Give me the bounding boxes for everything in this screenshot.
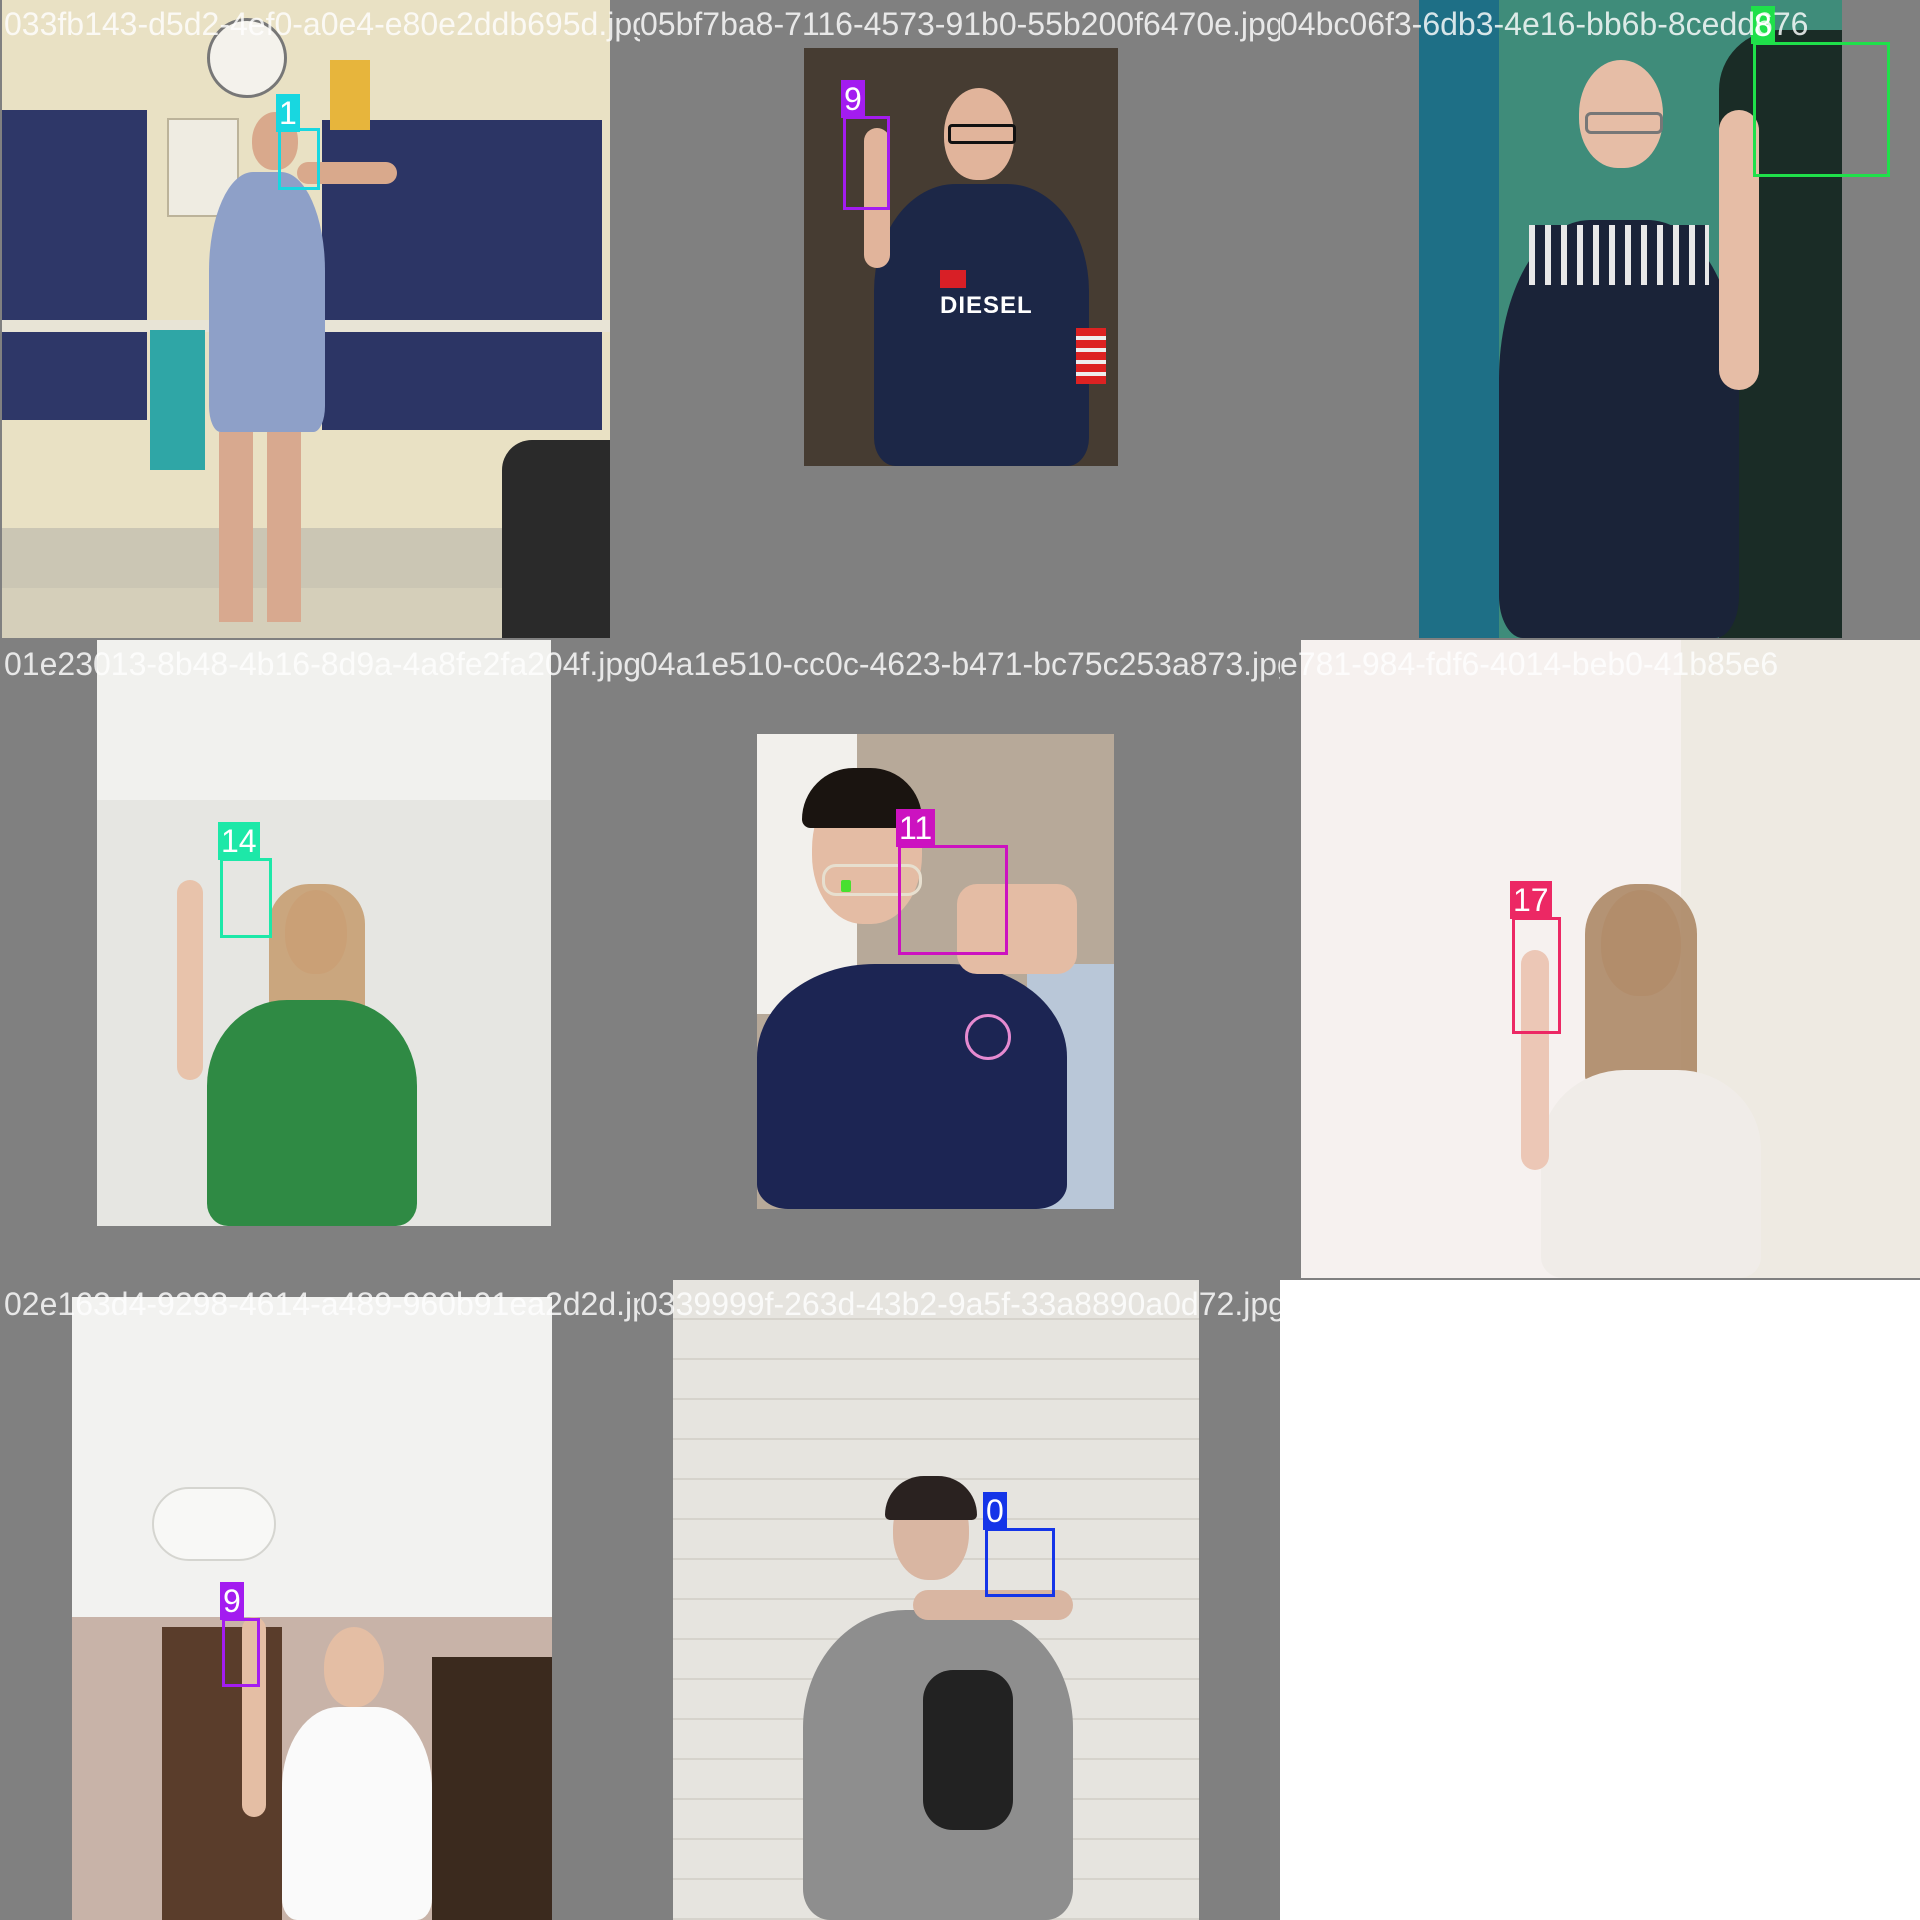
- person-6: [1521, 884, 1781, 1278]
- photo-7: [72, 1297, 552, 1920]
- diesel-logo: DIESEL: [940, 264, 1050, 319]
- person-5: [757, 768, 1114, 1209]
- photo-3: [1419, 0, 1842, 638]
- bbox-5: [898, 845, 1008, 955]
- shirt-stripes: [1529, 225, 1709, 285]
- chair: [502, 440, 610, 638]
- wall-shade: [97, 640, 551, 800]
- wall-clock: [207, 18, 287, 98]
- sleeve-stripes: [1076, 328, 1106, 384]
- photo-8: [673, 1280, 1199, 1920]
- bbox-6: [1512, 917, 1561, 1034]
- filename-2: 05bf7ba8-7116-4573-91b0-55b200f6470e.jpg: [640, 6, 1280, 42]
- wall-poster: [330, 60, 370, 130]
- bbox-1: [278, 128, 320, 190]
- hair-6: [1585, 884, 1697, 1084]
- glasses-5: [822, 864, 922, 896]
- bbox-8: [985, 1528, 1055, 1597]
- shirt-logo: [965, 1014, 1011, 1060]
- diesel-logo-text: DIESEL: [940, 292, 1033, 319]
- tile-5: 11 04a1e510-cc0c-4623-b471-bc75c253a873.…: [640, 640, 1280, 1280]
- tile-4: 14 01e23013-8b48-4b16-8d9a-4a8fe2fa204f.…: [0, 640, 640, 1280]
- bbox-label-1: 1: [276, 94, 300, 132]
- tile-6: 17 e781-984-fdf6-4014-beb0-41b85e6: [1280, 640, 1920, 1280]
- towel: [150, 330, 205, 470]
- bbox-4: [220, 858, 272, 938]
- photo-5: [757, 734, 1114, 1209]
- tile-3: 8 04bc06f3-6db3-4e16-bb6b-8cedd676: [1280, 0, 1920, 640]
- tile-7: 9 02e163d4-9298-4614-a489-960b91ea2d2d.j…: [0, 1280, 640, 1920]
- bbox-label-8: 0: [983, 1492, 1007, 1530]
- empty-slot: [1280, 1280, 1920, 1920]
- photo-1: [2, 0, 610, 638]
- curtain-left: [2, 110, 147, 420]
- filename-5: 04a1e510-cc0c-4623-b471-bc75c253a873.jpg: [640, 646, 1280, 682]
- chandelier: [152, 1487, 276, 1561]
- tile-8: 0 0339999f-263d-43b2-9a5f-33a8890a0d72.j…: [640, 1280, 1280, 1920]
- person-8: [793, 1476, 1093, 1920]
- person-2: DIESEL: [844, 88, 1114, 466]
- photo-6: [1301, 640, 1920, 1278]
- cartoon-print: [923, 1670, 1013, 1830]
- bbox-label-7: 9: [220, 1582, 244, 1620]
- bbox-2: [843, 116, 890, 210]
- bookshelf: [432, 1657, 552, 1920]
- person-3: [1469, 40, 1789, 638]
- person-1: [197, 112, 397, 632]
- bbox-label-5: 11: [896, 809, 936, 847]
- curtain-blue: [1419, 0, 1499, 638]
- bbox-7: [222, 1618, 260, 1687]
- tile-1: 1 033fb143-d5d2-4ef0-a0e4-e80e2ddb695d.j…: [0, 0, 640, 640]
- bbox-label-6: 17: [1510, 881, 1552, 919]
- tile-2: DIESEL 9 05bf7ba8-7116-4573-91b0-55b200f…: [640, 0, 1280, 640]
- photo-4: [97, 640, 551, 1226]
- hair-8: [885, 1476, 977, 1520]
- keypoint-dot: [841, 880, 851, 892]
- glasses: [948, 124, 1016, 144]
- bbox-label-2: 9: [841, 80, 865, 118]
- person-4: [177, 880, 457, 1226]
- bbox-label-4: 14: [218, 822, 260, 860]
- glasses-3: [1585, 112, 1663, 134]
- person-7: [242, 1617, 472, 1920]
- bbox-label-3: 8: [1751, 6, 1775, 44]
- bbox-3: [1753, 42, 1890, 177]
